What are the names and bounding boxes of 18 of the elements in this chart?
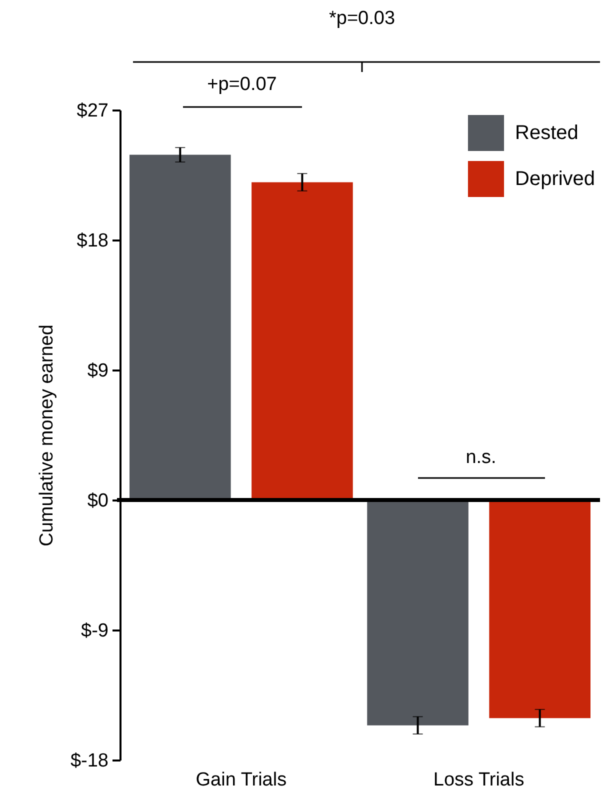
y-axis-title: Cumulative money earned [36,324,58,546]
bar [130,154,231,500]
y-tick-label: $9 [87,360,108,382]
y-tick-label: $-9 [81,620,108,642]
annotation: n.s. [466,447,496,468]
text: *p=0.03 [328,8,396,29]
legend-label: Deprived [515,168,596,190]
y-tick-label: $18 [76,230,108,252]
y-tick-label: $-18 [70,750,108,772]
bar [252,182,353,500]
y-tick-label: $27 [76,100,108,122]
text: +p=0.07 [207,74,277,95]
legend-label: Rested [515,122,578,144]
y-tick-label: $0 [87,490,108,512]
bar [367,500,468,726]
x-tick-label: Gain Trials [196,770,287,790]
bar [489,500,590,718]
x-tick-label: Loss Trials [433,770,524,790]
